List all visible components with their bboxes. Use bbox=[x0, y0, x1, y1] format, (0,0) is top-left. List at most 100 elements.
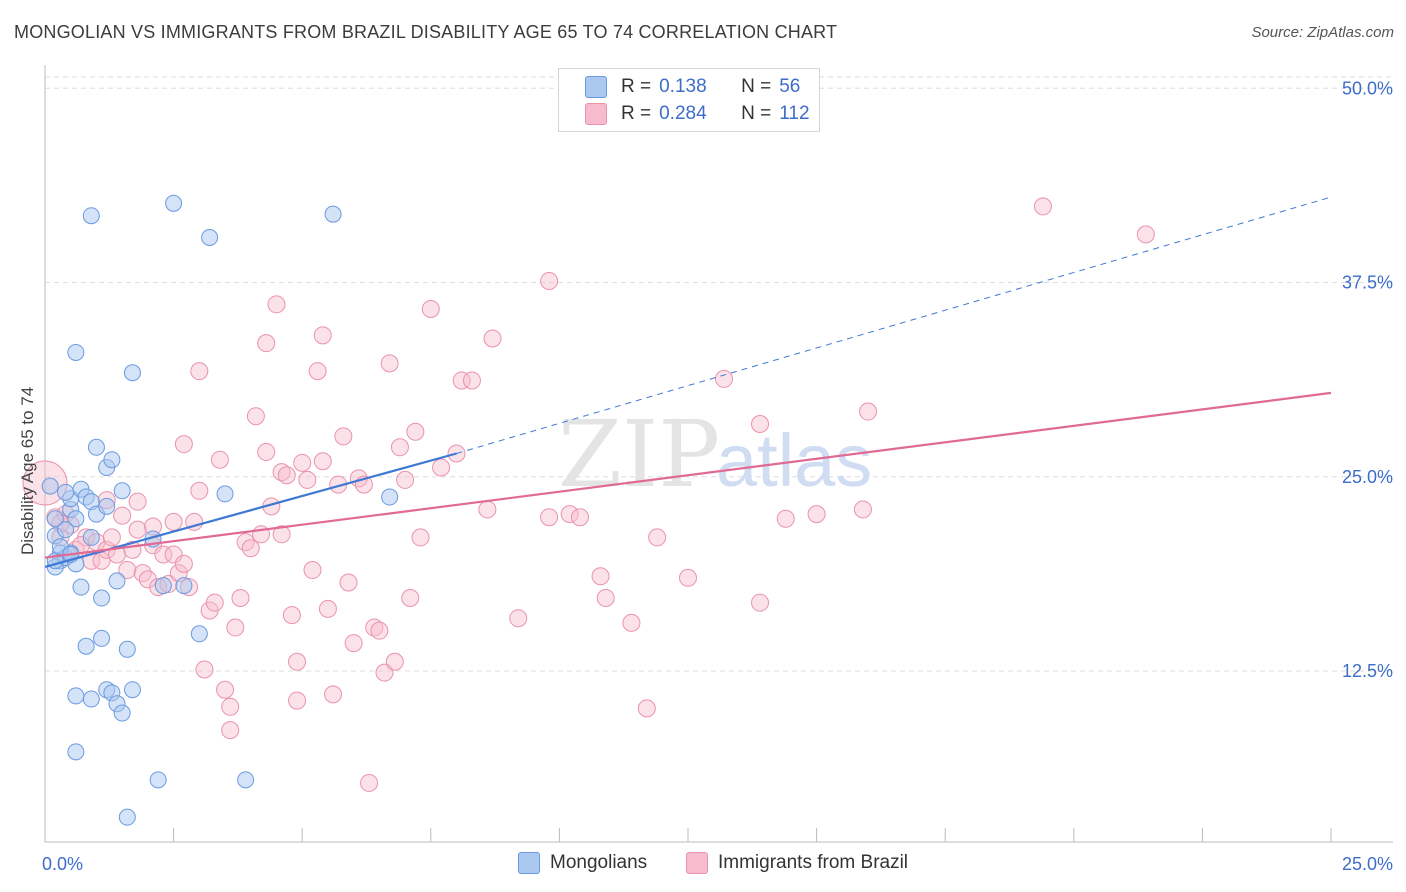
mongolians-point bbox=[165, 194, 183, 212]
mongolians-point bbox=[57, 483, 75, 501]
brazil-point bbox=[164, 512, 183, 531]
brazil-point bbox=[216, 680, 235, 699]
brazil-point bbox=[776, 509, 795, 528]
mongolians-point bbox=[103, 451, 121, 469]
mongolians-point bbox=[123, 681, 141, 699]
brazil-point bbox=[360, 773, 379, 792]
brazil-point bbox=[190, 362, 209, 381]
brazil-point bbox=[396, 470, 415, 489]
mongolians-point bbox=[87, 438, 105, 456]
brazil-point bbox=[246, 407, 265, 426]
brazil-point bbox=[272, 463, 291, 482]
brazil-point bbox=[1033, 197, 1052, 216]
brazil-point bbox=[385, 652, 404, 671]
legend-r-label: R = bbox=[621, 76, 652, 97]
brazil-point bbox=[339, 573, 358, 592]
brazil-point bbox=[190, 481, 209, 500]
mongolians-point bbox=[381, 488, 399, 506]
brazil-point bbox=[853, 500, 872, 519]
mongolians-point bbox=[118, 640, 136, 658]
mongolians-point bbox=[113, 482, 131, 500]
brazil-point bbox=[282, 606, 301, 625]
y-tick-label: 12.5% bbox=[1342, 661, 1393, 681]
mongolians-point bbox=[123, 364, 141, 382]
watermark: ZIP atlas bbox=[558, 401, 872, 508]
mongolians-point bbox=[237, 771, 255, 789]
mongolians-trend-extension bbox=[456, 196, 1332, 454]
brazil-point bbox=[380, 354, 399, 373]
brazil-point bbox=[591, 567, 610, 586]
tick-labels: 12.5% 25.0% 37.5% 50.0% 0.0% 25.0% bbox=[42, 78, 1393, 874]
mongolians-point bbox=[93, 629, 111, 647]
brazil-point bbox=[313, 326, 332, 345]
legend-swatch-brazil bbox=[585, 103, 607, 125]
brazil-point bbox=[138, 570, 157, 589]
watermark-atlas: atlas bbox=[716, 419, 872, 502]
brazil-point bbox=[648, 528, 667, 547]
brazil-point bbox=[221, 697, 240, 716]
mongolians-point bbox=[82, 207, 100, 225]
brazil-point bbox=[308, 362, 327, 381]
brazil-point bbox=[596, 589, 615, 608]
mongolians-point bbox=[82, 528, 100, 546]
brazil-point bbox=[205, 593, 224, 612]
brazil-point bbox=[226, 618, 245, 637]
brazil-point bbox=[622, 613, 641, 632]
brazil-point bbox=[401, 589, 420, 608]
brazil-point bbox=[221, 721, 240, 740]
mongolians-point bbox=[113, 704, 131, 722]
brazil-point bbox=[102, 528, 121, 547]
legend-n-label: N = bbox=[741, 103, 772, 124]
brazil-point bbox=[241, 539, 260, 558]
mongolians-point bbox=[41, 477, 59, 495]
y-tick-label: 50.0% bbox=[1342, 78, 1393, 98]
bottom-legend-mongolians: Mongolians bbox=[518, 852, 647, 874]
stats-legend: R = 0.138 N = 56 R = 0.284 N = 112 bbox=[558, 68, 820, 132]
brazil-point bbox=[751, 414, 770, 433]
legend-swatch-mongolians bbox=[585, 76, 607, 98]
brazil-point bbox=[298, 470, 317, 489]
brazil-point bbox=[174, 554, 193, 573]
brazil-point bbox=[344, 634, 363, 653]
mongolians-point bbox=[108, 572, 126, 590]
mongolians-point bbox=[201, 228, 219, 246]
x-tick-label: 25.0% bbox=[1342, 854, 1393, 874]
brazil-point bbox=[231, 589, 250, 608]
brazil-point bbox=[128, 492, 147, 511]
legend-r-value-brazil: 0.284 bbox=[659, 103, 707, 124]
brazil-point bbox=[303, 561, 322, 580]
brazil-point bbox=[164, 545, 183, 564]
brazil-point bbox=[277, 466, 296, 485]
mongolians-point bbox=[149, 771, 167, 789]
x-tick-label: 0.0% bbox=[42, 854, 83, 874]
brazil-point bbox=[406, 422, 425, 441]
brazil-point bbox=[432, 458, 451, 477]
trend-lines bbox=[44, 196, 1332, 569]
brazil-point bbox=[859, 402, 878, 421]
mongolians-point bbox=[190, 625, 208, 643]
brazil-point bbox=[174, 435, 193, 454]
brazil-point bbox=[288, 652, 307, 671]
brazil-point bbox=[210, 450, 229, 469]
legend-n-value-mongolians: 56 bbox=[779, 76, 801, 97]
mongolians-point bbox=[46, 510, 64, 528]
brazil-point bbox=[365, 618, 384, 637]
mongolians-point bbox=[67, 687, 85, 705]
mongolians-point bbox=[324, 205, 342, 223]
source-label: Source: ZipAtlas.com bbox=[1251, 24, 1394, 41]
mongolians-point bbox=[82, 690, 100, 708]
legend-n-value-brazil: 112 bbox=[779, 103, 810, 124]
brazil-point bbox=[807, 505, 826, 524]
brazil-point bbox=[560, 505, 579, 524]
bottom-legend-swatch-mongolians bbox=[518, 852, 540, 874]
brazil-point bbox=[257, 334, 276, 353]
brazil-point bbox=[195, 660, 214, 679]
brazil-point bbox=[288, 691, 307, 710]
brazil-point bbox=[411, 528, 430, 547]
brazil-point bbox=[154, 545, 173, 564]
legend-n-label: N = bbox=[741, 76, 772, 97]
brazil-point bbox=[570, 508, 589, 527]
chart-title: MONGOLIAN VS IMMIGRANTS FROM BRAZIL DISA… bbox=[14, 22, 838, 42]
brazil-point bbox=[257, 442, 276, 461]
